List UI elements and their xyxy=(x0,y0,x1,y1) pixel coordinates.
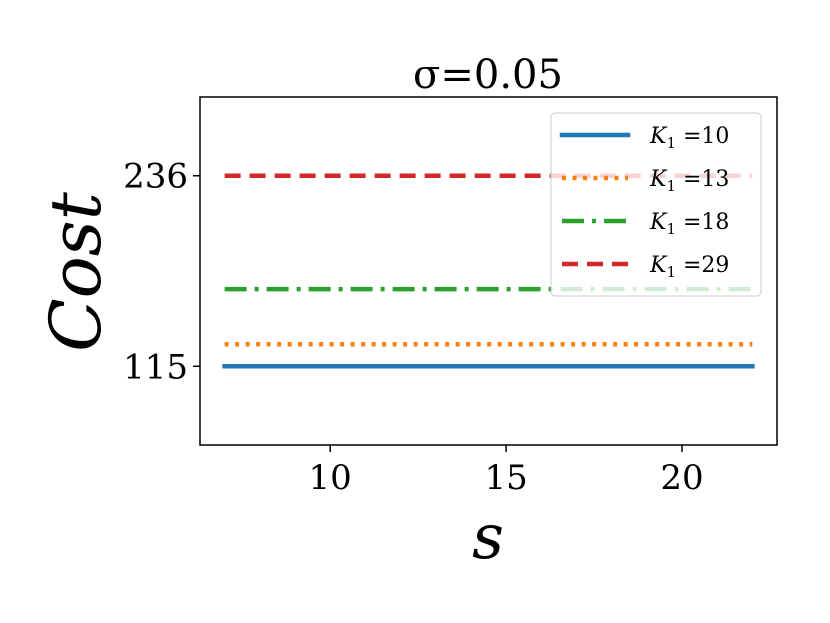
plot-area xyxy=(199,96,778,446)
y-tick-label: 236 xyxy=(123,157,188,197)
y-axis-label: Cost xyxy=(35,191,117,352)
x-axis-label: s xyxy=(472,500,504,573)
legend: K1 =10 K1 =13 K1 =18 K1 =29 xyxy=(550,112,762,297)
legend-label-2: K1 =13 xyxy=(649,167,729,195)
y-axis: 115 236 xyxy=(123,157,200,387)
legend-box xyxy=(550,112,762,297)
y-tick-label: 115 xyxy=(123,347,188,387)
x-tick-label: 20 xyxy=(660,458,703,498)
x-tick-label: 10 xyxy=(309,458,352,498)
chart-title: σ=0.05 xyxy=(413,52,563,98)
x-axis: 10 15 20 xyxy=(309,445,704,498)
legend-label-3: K1 =18 xyxy=(649,210,729,238)
legend-label-1: K1 =10 xyxy=(649,124,729,152)
x-tick-label: 15 xyxy=(484,458,527,498)
legend-label-4: K1 =29 xyxy=(649,253,729,281)
